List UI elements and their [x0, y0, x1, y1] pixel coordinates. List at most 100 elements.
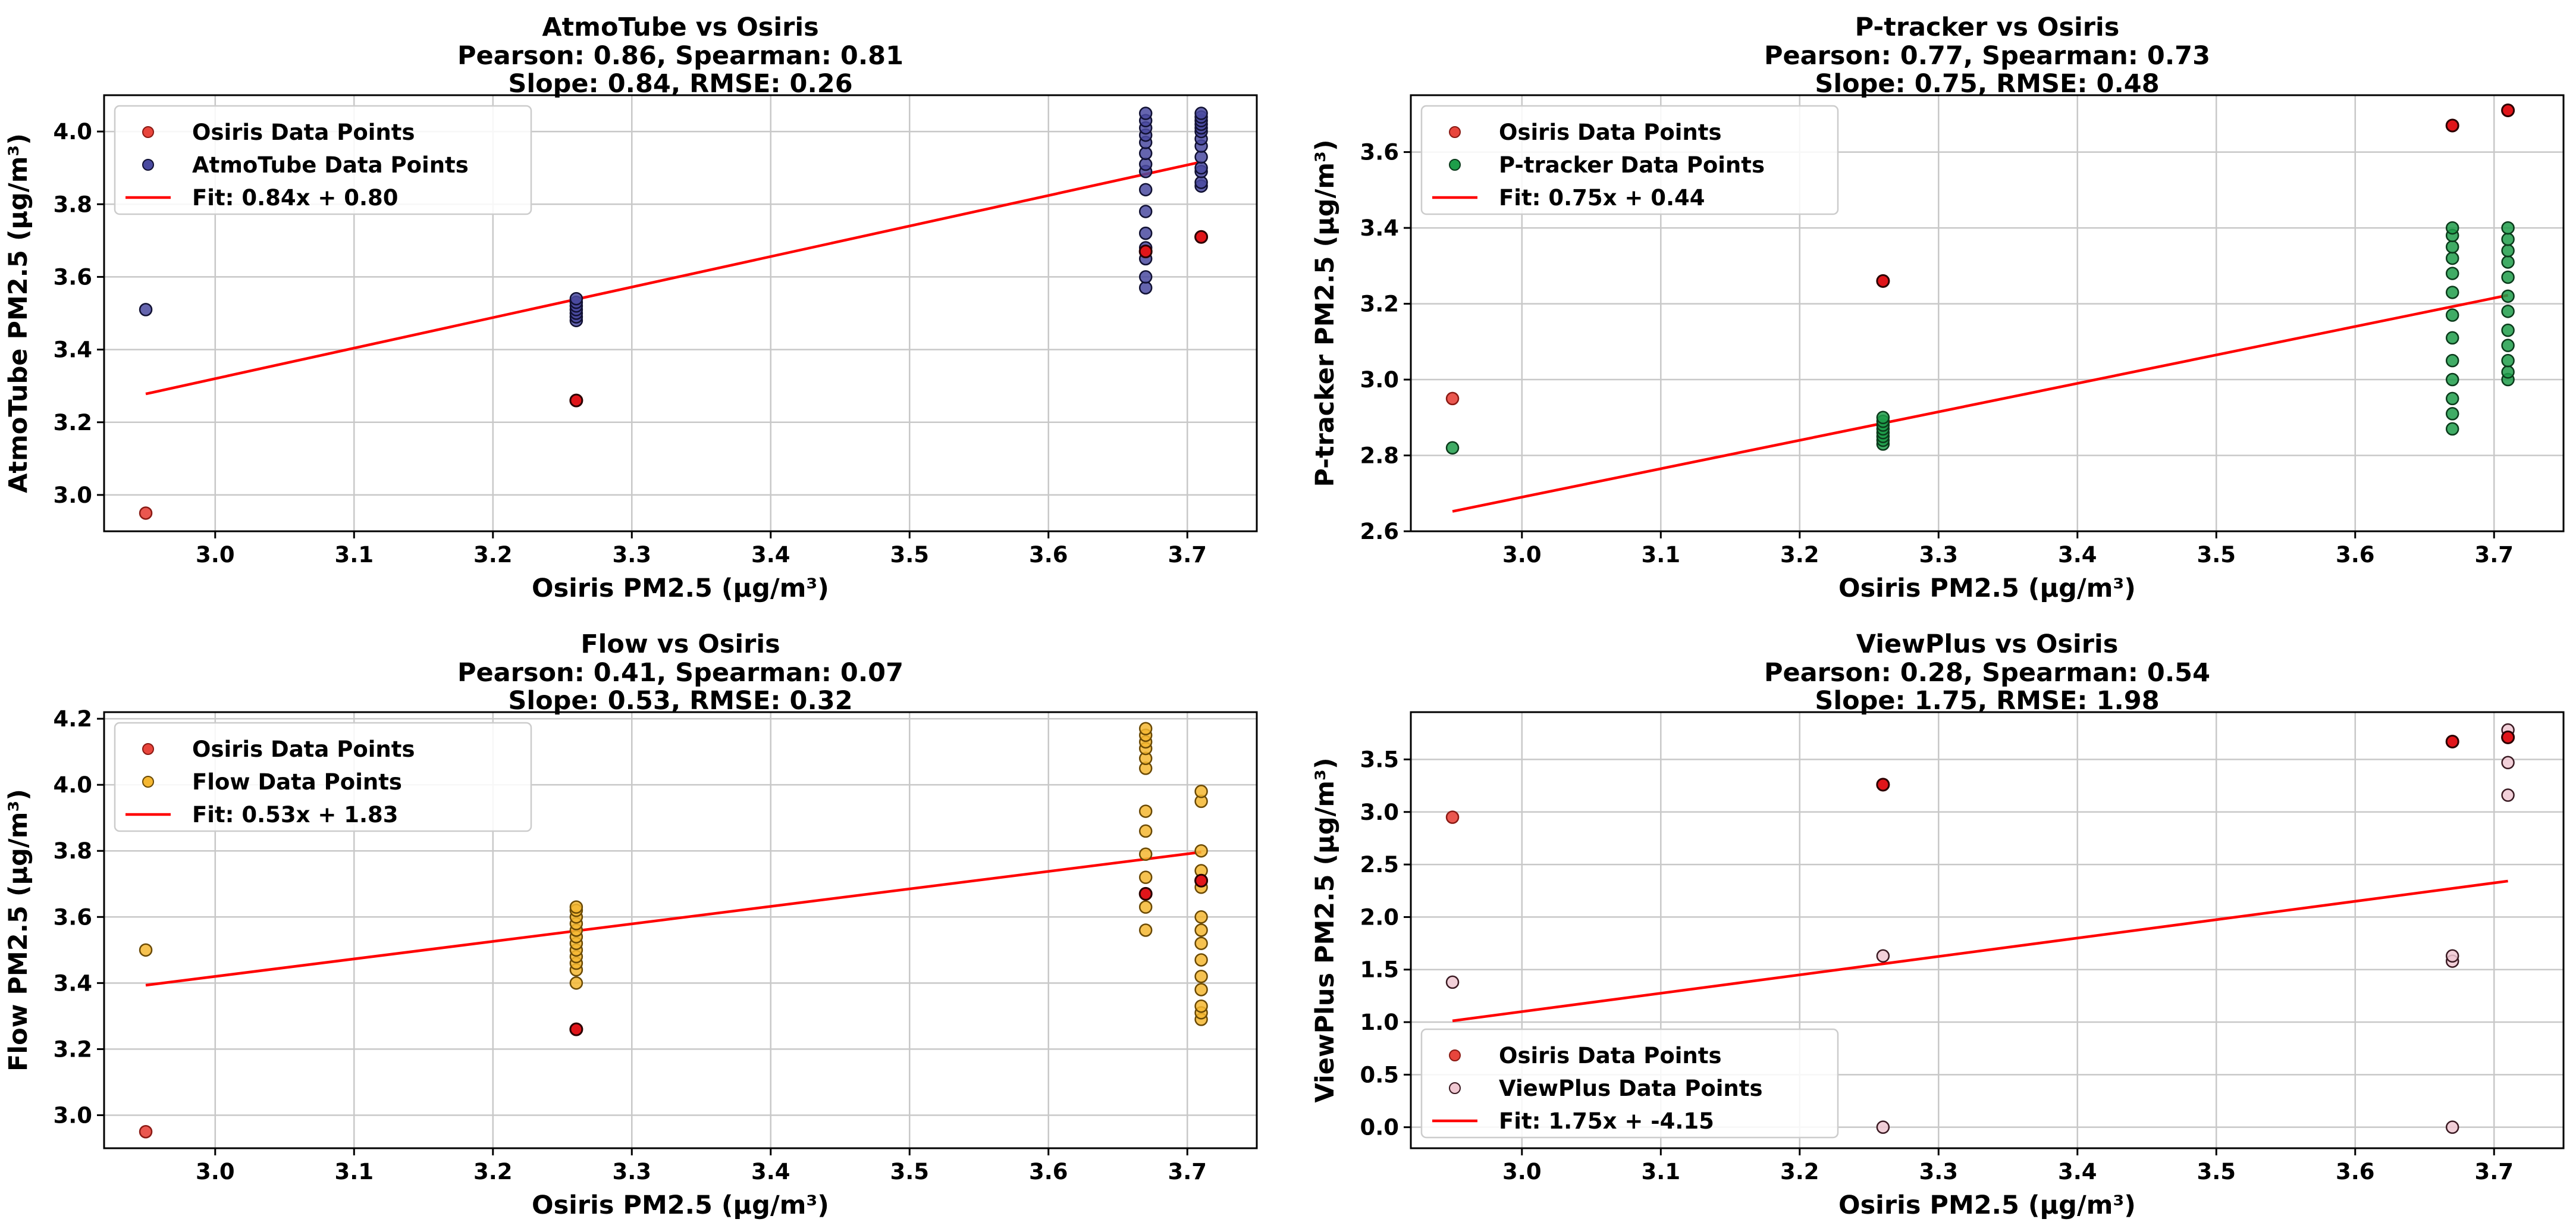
chart-title: Flow vs Osiris — [581, 629, 780, 659]
sensor-data-point — [139, 943, 153, 957]
sensor-data-point — [1194, 161, 1208, 175]
sensor-data-point — [2445, 286, 2459, 299]
sensor-data-point — [1138, 270, 1153, 284]
osiris-highlight-point — [1194, 230, 1209, 244]
sensor-data-point — [1194, 999, 1208, 1013]
x-tick-label: 3.4 — [2058, 1159, 2097, 1185]
y-tick-label: 3.0 — [1360, 367, 1399, 393]
sensor-data-point — [2501, 365, 2515, 379]
y-tick-label: 0.0 — [1360, 1115, 1399, 1140]
sensor-data-point — [2501, 339, 2515, 352]
sensor-data-point — [1194, 106, 1208, 120]
legend-sensor-label: P-tracker Data Points — [1499, 152, 1765, 178]
y-tick-label: 4.0 — [53, 119, 92, 145]
sensor-data-point — [1194, 176, 1208, 189]
sensor-data-point — [1194, 150, 1208, 164]
sensor-data-point — [1138, 205, 1153, 218]
legend-osiris-label: Osiris Data Points — [1499, 120, 1721, 145]
y-tick-label: 3.4 — [53, 970, 92, 996]
sensor-data-point — [2445, 407, 2459, 421]
sensor-data-point — [2501, 232, 2515, 246]
x-tick-label: 3.0 — [1502, 542, 1542, 568]
sensor-data-point — [569, 292, 583, 306]
legend-osiris-marker — [142, 126, 154, 138]
x-tick-label: 3.2 — [473, 542, 513, 568]
sensor-data-point — [1194, 844, 1208, 858]
y-tick-label: 3.8 — [53, 192, 92, 217]
x-tick-label: 3.1 — [335, 1159, 374, 1185]
legend-osiris-marker — [1449, 126, 1461, 138]
sensor-data-point — [2445, 331, 2459, 345]
legend: Osiris Data Points ViewPlus Data Points Fi… — [1420, 1028, 1839, 1139]
y-tick-label: 2.8 — [1360, 443, 1399, 469]
osiris-highlight-point — [1138, 886, 1153, 901]
x-tick-label: 3.6 — [2336, 1159, 2375, 1185]
y-tick-label: 1.5 — [1360, 957, 1399, 983]
x-tick-label: 3.7 — [1168, 542, 1207, 568]
y-tick-label: 3.0 — [53, 482, 92, 508]
chart-subtitle-slope: Slope: 1.75, RMSE: 1.98 — [1815, 686, 2159, 716]
osiris-highlight-point — [569, 1022, 583, 1036]
x-tick-label: 3.0 — [196, 542, 235, 568]
chart-subtitle-correlation: Pearson: 0.41, Spearman: 0.07 — [457, 658, 903, 688]
osiris-data-point — [1445, 810, 1460, 824]
sensor-data-point — [2445, 949, 2459, 963]
x-axis-label: Osiris PM2.5 (µg/m³) — [532, 1190, 829, 1220]
y-axis-label: AtmoTube PM2.5 (µg/m³) — [4, 133, 33, 493]
plot-area — [1445, 723, 2515, 1134]
x-axis-label: Osiris PM2.5 (µg/m³) — [1838, 574, 2136, 603]
sensor-data-point — [1138, 146, 1153, 160]
legend-sensor-marker — [1449, 159, 1461, 171]
x-tick-label: 3.4 — [2058, 542, 2097, 568]
sensor-data-point — [1194, 923, 1208, 937]
chart-subtitle-slope: Slope: 0.84, RMSE: 0.26 — [508, 69, 852, 99]
sensor-data-point — [2445, 353, 2459, 368]
legend-osiris-label: Osiris Data Points — [192, 120, 415, 145]
y-tick-label: 3.4 — [53, 337, 92, 363]
y-tick-label: 2.0 — [1360, 904, 1399, 930]
x-tick-label: 3.0 — [196, 1159, 235, 1185]
osiris-highlight-point — [1876, 778, 1890, 792]
x-tick-label: 3.3 — [613, 1159, 652, 1185]
x-tick-label: 3.4 — [751, 1159, 790, 1185]
legend-sensor-marker — [142, 159, 154, 171]
plot-area — [1445, 103, 2515, 513]
y-tick-label: 3.6 — [53, 904, 92, 930]
x-tick-label: 3.2 — [1780, 542, 1819, 568]
sensor-data-point — [2501, 353, 2515, 368]
x-axis-label: Osiris PM2.5 (µg/m³) — [532, 574, 829, 603]
chart-subtitle-correlation: Pearson: 0.77, Spearman: 0.73 — [1764, 41, 2210, 71]
x-tick-label: 3.2 — [473, 1159, 513, 1185]
x-tick-label: 3.7 — [1168, 1159, 1207, 1185]
legend-sensor-marker — [1449, 1082, 1461, 1094]
sensor-data-point — [2445, 251, 2459, 265]
sensor-data-point — [2445, 391, 2459, 406]
legend-box — [114, 722, 532, 832]
x-tick-label: 3.6 — [1029, 1159, 1068, 1185]
chart-title: P-tracker vs Osiris — [1855, 12, 2120, 42]
sensor-data-point — [1138, 923, 1153, 937]
y-tick-label: 2.6 — [1360, 519, 1399, 544]
sensor-data-point — [1445, 441, 1460, 455]
y-axis-label: P-tracker PM2.5 (µg/m³) — [1310, 139, 1340, 487]
legend-box — [1420, 105, 1839, 215]
plot-area — [139, 106, 1209, 520]
legend-fit-label: Fit: 0.75x + 0.44 — [1499, 185, 1705, 211]
y-tick-label: 3.6 — [53, 264, 92, 290]
y-tick-label: 0.5 — [1360, 1062, 1399, 1088]
sensor-data-point — [2501, 788, 2515, 802]
osiris-highlight-point — [2501, 103, 2515, 117]
sensor-data-point — [1138, 824, 1153, 838]
sensor-data-point — [1138, 157, 1153, 171]
sensor-data-point — [2501, 255, 2515, 269]
y-axis-label: ViewPlus PM2.5 (µg/m³) — [1310, 757, 1340, 1102]
chart-subtitle-slope: Slope: 0.53, RMSE: 0.32 — [508, 686, 852, 716]
x-axis-label: Osiris PM2.5 (µg/m³) — [1838, 1190, 2136, 1220]
plot-frame — [103, 711, 1258, 1149]
osiris-highlight-point — [2445, 118, 2459, 133]
x-tick-label: 3.6 — [2336, 542, 2375, 568]
x-tick-label: 3.5 — [2197, 1159, 2236, 1185]
sensor-data-point — [1194, 910, 1208, 924]
y-tick-label: 3.0 — [1360, 800, 1399, 825]
